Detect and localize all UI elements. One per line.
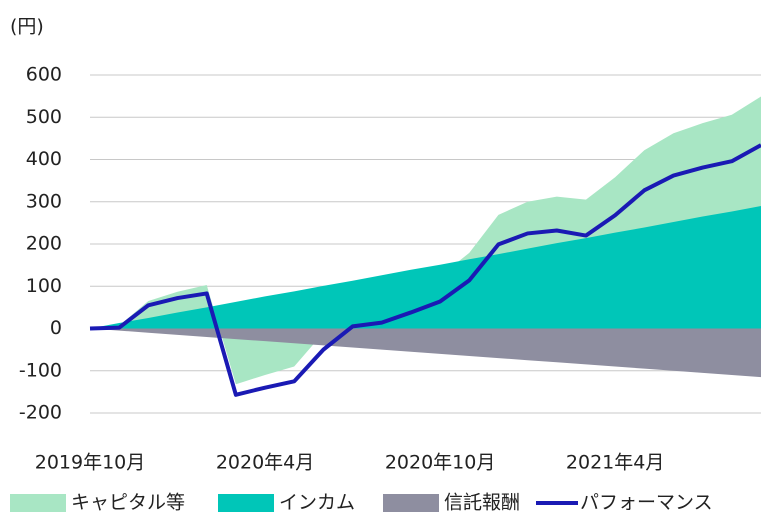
line (89, 143, 761, 397)
y-tick-label: 600 (26, 64, 62, 86)
area (90, 205, 761, 329)
legend-label: キャピタル等 (71, 492, 185, 514)
y-tick-label: 500 (26, 106, 62, 128)
legend-label: インカム (279, 492, 355, 514)
x-tick-label: 2021年4月 (566, 452, 664, 474)
area (90, 328, 761, 378)
y-tick-label: -100 (19, 359, 62, 381)
legend-label: パフォーマンス (580, 492, 713, 514)
y-tick-label: -200 (19, 402, 62, 424)
legend-label: 信託報酬 (444, 492, 520, 514)
x-tick-label: 2019年10月 (35, 452, 146, 474)
y-tick-label: 100 (26, 275, 62, 297)
legend-swatch (10, 494, 66, 512)
y-tick-label: 400 (26, 148, 62, 170)
y-tick-label: 200 (26, 233, 62, 255)
legend-swatch (383, 494, 439, 512)
y-tick-label: 300 (26, 190, 62, 212)
x-tick-label: 2020年10月 (385, 452, 496, 474)
y-tick-label: 0 (50, 317, 62, 339)
y-unit: (円) (10, 16, 44, 38)
x-tick-label: 2020年4月 (216, 452, 314, 474)
legend-swatch (218, 494, 274, 512)
